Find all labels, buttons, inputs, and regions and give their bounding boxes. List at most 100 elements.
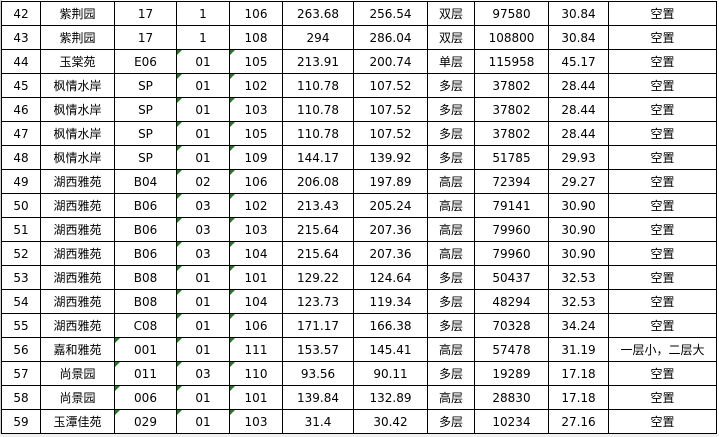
cell-unit[interactable]: 01: [176, 265, 230, 290]
cell-ratio[interactable]: 28.44: [548, 73, 609, 98]
cell-price[interactable]: 37802: [474, 121, 549, 146]
cell-inner[interactable]: 256.54: [353, 1, 428, 26]
cell-type[interactable]: 多层: [427, 145, 475, 170]
cell-room[interactable]: 102: [229, 193, 283, 218]
cell-type[interactable]: 多层: [427, 73, 475, 98]
cell-ratio[interactable]: 30.90: [548, 217, 609, 242]
cell-note[interactable]: 空置: [608, 49, 717, 74]
cell-no[interactable]: 46: [1, 97, 41, 122]
cell-note[interactable]: 空置: [608, 193, 717, 218]
cell-bldg[interactable]: B06: [114, 193, 177, 218]
cell-no[interactable]: 42: [1, 1, 41, 26]
cell-no[interactable]: 52: [1, 241, 41, 266]
cell-area[interactable]: 110.78: [282, 97, 354, 122]
cell-inner[interactable]: 119.34: [353, 289, 428, 314]
cell-note[interactable]: 空置: [608, 361, 717, 386]
cell-inner[interactable]: 200.74: [353, 49, 428, 74]
cell-note[interactable]: 空置: [608, 1, 717, 26]
cell-area[interactable]: 110.78: [282, 121, 354, 146]
cell-note[interactable]: 空置: [608, 25, 717, 50]
cell-note[interactable]: 空置: [608, 145, 717, 170]
cell-room[interactable]: 101: [229, 385, 283, 410]
cell-note[interactable]: 空置: [608, 289, 717, 314]
cell-type[interactable]: 多层: [427, 361, 475, 386]
cell-name[interactable]: 湖西雅苑: [40, 169, 115, 194]
cell-room[interactable]: 106: [229, 313, 283, 338]
cell-bldg[interactable]: SP: [114, 145, 177, 170]
cell-type[interactable]: 多层: [427, 409, 475, 434]
cell-bldg[interactable]: B06: [114, 241, 177, 266]
cell-unit[interactable]: 01: [176, 409, 230, 434]
cell-area[interactable]: 123.73: [282, 289, 354, 314]
cell-inner[interactable]: 107.52: [353, 73, 428, 98]
cell-unit[interactable]: 01: [176, 313, 230, 338]
cell-ratio[interactable]: 32.53: [548, 289, 609, 314]
cell-type[interactable]: 高层: [427, 385, 475, 410]
cell-inner[interactable]: 197.89: [353, 169, 428, 194]
cell-note[interactable]: 空置: [608, 409, 717, 434]
cell-ratio[interactable]: 29.93: [548, 145, 609, 170]
cell-type[interactable]: 高层: [427, 169, 475, 194]
cell-room[interactable]: 106: [229, 1, 283, 26]
cell-no[interactable]: 47: [1, 121, 41, 146]
cell-note[interactable]: 空置: [608, 265, 717, 290]
cell-area[interactable]: 144.17: [282, 145, 354, 170]
cell-type[interactable]: 高层: [427, 217, 475, 242]
cell-name[interactable]: 枫情水岸: [40, 145, 115, 170]
cell-room[interactable]: 111: [229, 337, 283, 362]
cell-ratio[interactable]: 31.19: [548, 337, 609, 362]
cell-price[interactable]: 72394: [474, 169, 549, 194]
cell-price[interactable]: 79960: [474, 241, 549, 266]
cell-no[interactable]: 56: [1, 337, 41, 362]
cell-inner[interactable]: 124.64: [353, 265, 428, 290]
cell-room[interactable]: 103: [229, 409, 283, 434]
cell-type[interactable]: 双层: [427, 25, 475, 50]
cell-ratio[interactable]: 34.24: [548, 313, 609, 338]
cell-room[interactable]: 108: [229, 25, 283, 50]
cell-bldg[interactable]: 001: [114, 337, 177, 362]
cell-unit[interactable]: 03: [176, 361, 230, 386]
cell-unit[interactable]: 02: [176, 169, 230, 194]
cell-name[interactable]: 枫情水岸: [40, 73, 115, 98]
cell-price[interactable]: 115958: [474, 49, 549, 74]
cell-no[interactable]: 54: [1, 289, 41, 314]
cell-note[interactable]: 空置: [608, 217, 717, 242]
cell-price[interactable]: 28830: [474, 385, 549, 410]
cell-ratio[interactable]: 45.17: [548, 49, 609, 74]
cell-name[interactable]: 湖西雅苑: [40, 313, 115, 338]
cell-no[interactable]: 53: [1, 265, 41, 290]
cell-name[interactable]: 湖西雅苑: [40, 193, 115, 218]
cell-ratio[interactable]: 30.90: [548, 193, 609, 218]
cell-name[interactable]: 湖西雅苑: [40, 265, 115, 290]
cell-area[interactable]: 206.08: [282, 169, 354, 194]
cell-type[interactable]: 多层: [427, 265, 475, 290]
cell-no[interactable]: 57: [1, 361, 41, 386]
cell-room[interactable]: 106: [229, 169, 283, 194]
cell-no[interactable]: 49: [1, 169, 41, 194]
cell-unit[interactable]: 01: [176, 385, 230, 410]
cell-room[interactable]: 104: [229, 289, 283, 314]
cell-price[interactable]: 37802: [474, 73, 549, 98]
cell-no[interactable]: 55: [1, 313, 41, 338]
cell-bldg[interactable]: 006: [114, 385, 177, 410]
cell-type[interactable]: 高层: [427, 193, 475, 218]
cell-name[interactable]: 尚景园: [40, 361, 115, 386]
cell-price[interactable]: 48294: [474, 289, 549, 314]
cell-price[interactable]: 57478: [474, 337, 549, 362]
cell-price[interactable]: 97580: [474, 1, 549, 26]
cell-type[interactable]: 高层: [427, 337, 475, 362]
cell-note[interactable]: 空置: [608, 241, 717, 266]
cell-bldg[interactable]: E06: [114, 49, 177, 74]
cell-name[interactable]: 玉潭佳苑: [40, 409, 115, 434]
cell-price[interactable]: 50437: [474, 265, 549, 290]
cell-unit[interactable]: 03: [176, 241, 230, 266]
cell-bldg[interactable]: B08: [114, 265, 177, 290]
cell-name[interactable]: 紫荆园: [40, 1, 115, 26]
cell-bldg[interactable]: 17: [114, 1, 177, 26]
cell-unit[interactable]: 03: [176, 193, 230, 218]
cell-type[interactable]: 单层: [427, 49, 475, 74]
cell-inner[interactable]: 205.24: [353, 193, 428, 218]
cell-room[interactable]: 110: [229, 361, 283, 386]
cell-ratio[interactable]: 32.53: [548, 265, 609, 290]
cell-no[interactable]: 51: [1, 217, 41, 242]
